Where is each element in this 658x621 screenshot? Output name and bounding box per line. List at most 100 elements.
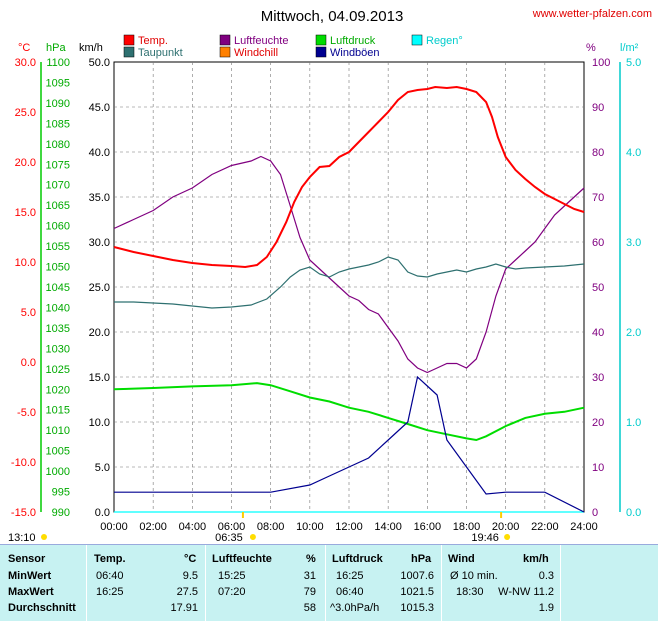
stats-avg-press-value: 1015.3 <box>400 602 434 614</box>
stats-header-pressure-unit: hPa <box>411 553 432 565</box>
legend-swatch <box>315 46 327 58</box>
legend-swatch <box>123 46 135 58</box>
site-link[interactable]: www.wetter-pfalzen.com <box>532 8 652 20</box>
pressure-tick-label: 1100 <box>46 57 70 69</box>
legend-label: Windböen <box>330 47 380 59</box>
rain-tick-label: 5.0 <box>626 57 641 69</box>
stats-min-press-time: 16:25 <box>336 570 364 582</box>
pressure-tick-label: 1095 <box>46 77 70 89</box>
pressure-tick-label: 1035 <box>46 323 70 335</box>
wind-tick-label: 35.0 <box>89 192 110 204</box>
stats-header-humidity: Luftfeuchte <box>212 553 272 565</box>
legend-label: Temp. <box>138 35 168 47</box>
series-line <box>114 256 585 309</box>
rain-tick-label: 4.0 <box>626 147 641 159</box>
chart-legend: Temp. Luftfeuchte Luftdruck Regen° Taupunkt W… <box>123 34 463 59</box>
legend-label: Luftdruck <box>330 35 376 47</box>
rain-tick-label: 1.0 <box>626 417 641 429</box>
stats-min-wind-value: 0.3 <box>538 570 554 582</box>
time-tick-label: 02:00 <box>139 521 167 533</box>
wind-unit-label: km/h <box>79 42 103 54</box>
humidity-unit-label: % <box>586 42 596 54</box>
temp-unit-label: °C <box>18 42 30 54</box>
stats-min-press-value: 1007.6 <box>400 570 434 582</box>
time-tick-label: 04:00 <box>179 521 207 533</box>
pressure-tick-label: 1085 <box>46 118 70 130</box>
stats-header-humidity-unit: % <box>306 553 316 565</box>
stats-header-temp: Temp. <box>94 553 126 565</box>
time-tick-label: 24:00 <box>570 521 598 533</box>
stats-avg-wind-value: 1.9 <box>538 602 554 614</box>
wind-tick-label: 40.0 <box>89 147 110 159</box>
pressure-tick-label: 1080 <box>46 139 70 151</box>
rain-tick-label: 3.0 <box>626 237 641 249</box>
y-axis-ticks: 30.0 25.0 20.0 15.0 10.0 5.0 0.0 -5.0 -10.0 -15.0… <box>11 57 641 519</box>
sunrise-label: 06:35 <box>215 532 243 544</box>
series-line <box>113 382 585 442</box>
wind-tick-label: 15.0 <box>89 372 110 384</box>
pressure-tick-label: 1055 <box>46 241 70 253</box>
stats-max-hum-value: 79 <box>303 586 316 598</box>
legend-label: Regen° <box>426 35 463 47</box>
stats-header-pressure: Luftdruck <box>332 553 383 565</box>
stats-min-hum-value: 31 <box>303 570 316 582</box>
pressure-tick-label: 1045 <box>46 282 70 294</box>
time-tick-label: 12:00 <box>335 521 363 533</box>
time-tick-label: 14:00 <box>374 521 402 533</box>
legend-swatch <box>219 46 231 58</box>
stats-row-label-max: MaxWert <box>8 586 54 598</box>
pressure-tick-label: 995 <box>52 487 70 499</box>
temp-tick-label: 25.0 <box>15 107 36 119</box>
pressure-tick-label: 1020 <box>46 384 70 396</box>
wind-tick-label: 25.0 <box>89 282 110 294</box>
humidity-tick-label: 30 <box>592 372 604 384</box>
stats-header-wind: Wind <box>448 553 475 565</box>
stats-max-hum-time: 07:20 <box>218 586 246 598</box>
stats-avg-temp-value: 17.91 <box>170 602 198 614</box>
time-tick-label: 06:00 <box>218 521 246 533</box>
humidity-tick-label: 60 <box>592 237 604 249</box>
sun-markers: 13:10 06:35 19:46 <box>8 512 511 544</box>
time-tick-label: 10:00 <box>296 521 324 533</box>
temp-tick-label: 10.0 <box>15 257 36 269</box>
daylength-label: 13:10 <box>8 532 36 544</box>
wind-tick-label: 50.0 <box>89 57 110 69</box>
column-divider <box>441 545 442 621</box>
stats-min-temp-value: 9.5 <box>182 570 198 582</box>
pressure-tick-label: 1005 <box>46 446 70 458</box>
stats-header-temp-unit: °C <box>184 553 197 565</box>
wind-tick-label: 45.0 <box>89 102 110 114</box>
pressure-tick-label: 1075 <box>46 159 70 171</box>
series-line <box>113 155 585 374</box>
time-tick-label: 08:00 <box>257 521 285 533</box>
stats-max-wind-time: 18:30 <box>456 586 484 598</box>
temp-tick-label: 20.0 <box>15 157 36 169</box>
pressure-tick-label: 1065 <box>46 200 70 212</box>
temp-tick-label: -5.0 <box>17 407 36 419</box>
rain-tick-label: 0.0 <box>626 507 641 519</box>
stats-min-temp-time: 06:40 <box>96 570 124 582</box>
humidity-tick-label: 10 <box>592 462 604 474</box>
pressure-tick-label: 1015 <box>46 405 70 417</box>
wind-tick-label: 5.0 <box>95 462 110 474</box>
column-divider <box>560 545 561 621</box>
humidity-tick-label: 50 <box>592 282 604 294</box>
stats-max-press-time: 06:40 <box>336 586 364 598</box>
pressure-tick-label: 1090 <box>46 98 70 110</box>
rain-unit-label: l/m² <box>620 42 639 54</box>
temp-tick-label: -10.0 <box>11 457 36 469</box>
legend-swatch <box>123 34 135 46</box>
stats-table: Sensor Temp. °C Luftfeuchte % Luftdruck … <box>0 544 658 621</box>
time-tick-label: 16:00 <box>414 521 442 533</box>
pressure-tick-label: 990 <box>52 507 70 519</box>
temp-tick-label: 30.0 <box>15 57 36 69</box>
stats-max-press-value: 1021.5 <box>400 586 434 598</box>
sunset-label: 19:46 <box>471 532 499 544</box>
time-tick-label: 22:00 <box>531 521 559 533</box>
pressure-tick-label: 1060 <box>46 221 70 233</box>
time-tick-label: 18:00 <box>453 521 481 533</box>
legend-label: Luftfeuchte <box>234 35 288 47</box>
sun-icon <box>41 534 47 540</box>
stats-row-label-min: MinWert <box>8 570 52 582</box>
chart-series <box>113 85 585 513</box>
